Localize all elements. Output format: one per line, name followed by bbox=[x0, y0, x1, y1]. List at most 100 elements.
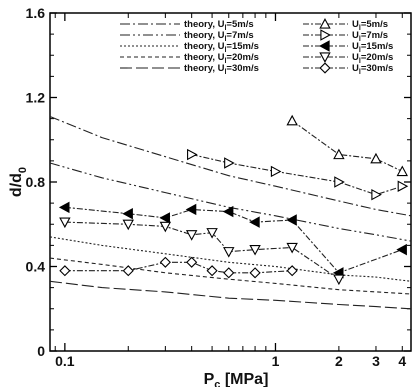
triangle-down-marker bbox=[319, 52, 331, 63]
y-tick-label: 0 bbox=[37, 343, 45, 359]
triangle-right-marker bbox=[371, 188, 382, 201]
legend-label-part: theory, U bbox=[184, 52, 225, 63]
y-tick-label: 0.4 bbox=[26, 259, 46, 275]
legend-label: theory, Ul=7m/s bbox=[184, 30, 254, 43]
series-line bbox=[191, 153, 403, 196]
triangle-down-marker bbox=[249, 244, 261, 256]
legend-label-sub: l bbox=[359, 58, 361, 65]
legend-label-part: =20m/s bbox=[226, 52, 259, 63]
legend-label-sub: l bbox=[224, 58, 226, 65]
legend-label-part: U bbox=[352, 19, 359, 30]
legend-label-sub: l bbox=[224, 25, 226, 32]
triangle-down-marker bbox=[159, 221, 172, 233]
triangle-left-marker bbox=[396, 243, 407, 256]
legend-label-part: theory, U bbox=[184, 41, 225, 52]
legend-label: theory, Ul=15m/s bbox=[184, 41, 259, 54]
legend-label-part: U bbox=[352, 41, 359, 52]
y-axis-title-d: d/d bbox=[8, 173, 25, 197]
legend-label-sub: l bbox=[224, 36, 226, 43]
diamond-marker bbox=[122, 265, 134, 277]
legend-label-part: U bbox=[352, 30, 359, 41]
x-tick-label: 0.1 bbox=[55, 353, 75, 369]
triangle-down-marker bbox=[206, 228, 218, 239]
diamond-marker bbox=[286, 265, 298, 277]
triangle-right-marker bbox=[270, 165, 282, 178]
triangle-left-marker bbox=[249, 216, 260, 228]
triangle-right-marker bbox=[224, 157, 235, 169]
legend-label-part: theory, U bbox=[184, 19, 225, 30]
legend-label: theory, Ul=20m/s bbox=[184, 52, 259, 65]
triangle-right-marker bbox=[334, 176, 345, 188]
legend-label-part: theory, U bbox=[184, 63, 225, 74]
legend-label: Ul=5m/s bbox=[352, 19, 388, 32]
legend-label-part: =5m/s bbox=[361, 19, 388, 30]
triangle-left-marker bbox=[58, 201, 70, 214]
x-axis-title-p: P bbox=[204, 371, 215, 387]
diamond-marker bbox=[186, 256, 198, 268]
legend-label: theory, Ul=5m/s bbox=[184, 19, 254, 32]
legend-label: theory, Ul=30m/s bbox=[184, 63, 259, 76]
legend-label-sub: l bbox=[359, 36, 361, 43]
triangle-down-marker bbox=[122, 219, 134, 231]
triangle-right-marker bbox=[397, 180, 409, 192]
theory-line bbox=[49, 236, 412, 282]
legend-label-part: =20m/s bbox=[361, 52, 394, 63]
triangle-right-marker bbox=[320, 29, 331, 41]
theory-line bbox=[49, 257, 412, 295]
series-group bbox=[58, 201, 407, 279]
x-tick-label: 2 bbox=[335, 353, 343, 369]
diamond-marker bbox=[249, 267, 261, 279]
triangle-left-marker bbox=[222, 205, 234, 218]
triangle-up-marker bbox=[396, 165, 409, 177]
data-lines bbox=[58, 114, 409, 286]
legend-label-part: =5m/s bbox=[226, 19, 253, 30]
series-line bbox=[291, 120, 403, 172]
legend-label-part: =15m/s bbox=[226, 41, 259, 52]
legend-label-sub: l bbox=[224, 47, 226, 54]
series-group bbox=[59, 217, 345, 286]
legend-label-part: =30m/s bbox=[226, 63, 259, 74]
triangle-down-marker bbox=[333, 274, 345, 286]
x-axis-title: Pc [MPa] bbox=[204, 371, 269, 387]
triangle-up-marker bbox=[333, 148, 345, 160]
x-tick-label: 1 bbox=[272, 353, 280, 369]
legend-label-part: =7m/s bbox=[361, 30, 388, 41]
theory-line bbox=[49, 115, 412, 217]
legend-label-part: theory, U bbox=[184, 30, 225, 41]
series-group bbox=[286, 114, 409, 177]
triangle-down-marker bbox=[286, 242, 298, 254]
x-axis-title-unit: [MPa] bbox=[220, 371, 268, 387]
y-tick-label: 0.8 bbox=[26, 174, 46, 190]
legend-label-part: U bbox=[352, 52, 359, 63]
triangle-left-marker bbox=[185, 203, 197, 216]
legend-label-sub: l bbox=[224, 69, 226, 76]
theory-line bbox=[49, 280, 412, 310]
triangle-down-marker bbox=[185, 230, 198, 241]
triangle-left-marker bbox=[159, 212, 170, 224]
y-tick-label: 1.6 bbox=[26, 5, 46, 21]
x-tick-label: 3 bbox=[372, 353, 380, 369]
legend-label-part: =7m/s bbox=[226, 30, 253, 41]
y-axis-title: d/d0 bbox=[8, 167, 29, 197]
series-group bbox=[59, 256, 298, 279]
triangle-up-marker bbox=[370, 152, 382, 164]
legend-label-sub: l bbox=[359, 25, 361, 32]
triangle-left-marker bbox=[286, 214, 297, 226]
y-tick-label: 1.2 bbox=[26, 90, 46, 106]
triangle-left-marker bbox=[319, 40, 330, 52]
legend-label-sub: l bbox=[359, 69, 361, 76]
x-tick-label: 4 bbox=[398, 353, 406, 369]
theory-line bbox=[49, 162, 412, 242]
triangle-right-marker bbox=[187, 148, 198, 161]
legend-label-part: =15m/s bbox=[361, 41, 394, 52]
triangle-down-marker bbox=[223, 247, 235, 258]
triangle-left-marker bbox=[122, 207, 133, 220]
diamond-marker bbox=[59, 265, 71, 277]
x-axis-title-sub: c bbox=[214, 379, 220, 387]
theory-lines bbox=[49, 115, 412, 310]
legend-label-sub: l bbox=[359, 47, 361, 54]
triangle-up-marker bbox=[319, 18, 331, 29]
legend-label-part: U bbox=[352, 63, 359, 74]
